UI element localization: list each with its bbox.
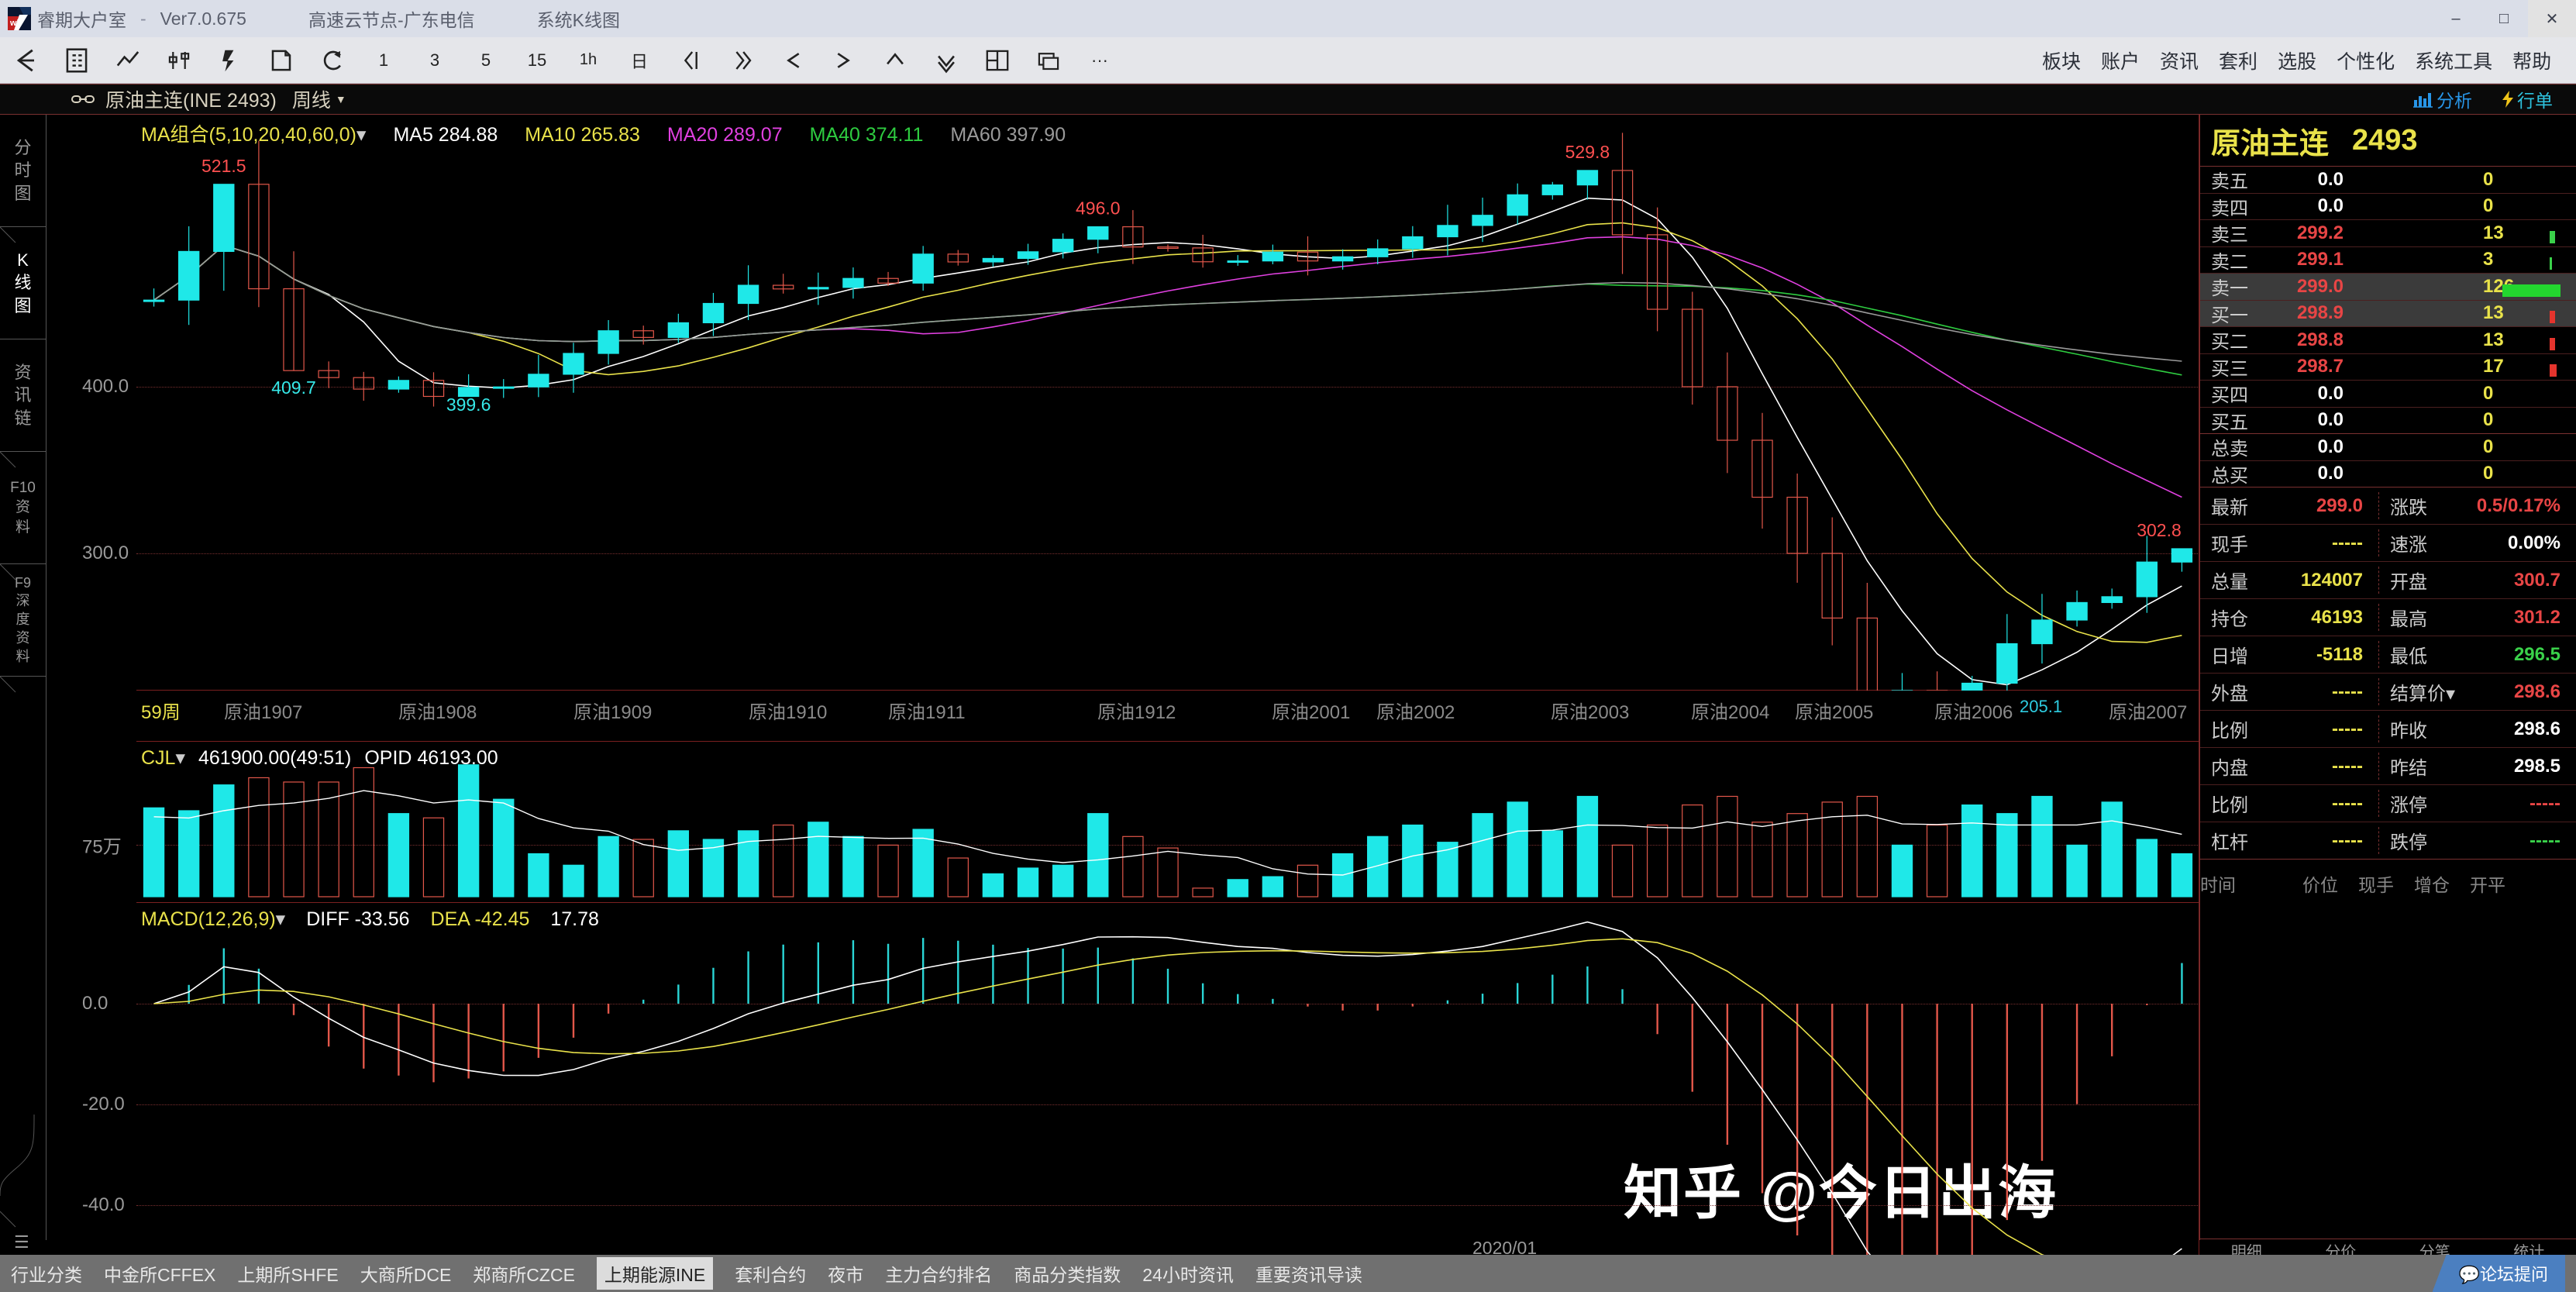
svg-text:wh: wh: [9, 19, 22, 28]
svg-text:302.8: 302.8: [2137, 520, 2182, 540]
svg-text:496.0: 496.0: [1076, 198, 1121, 219]
svg-text:521.5: 521.5: [201, 156, 246, 176]
svg-text:409.7: 409.7: [271, 377, 316, 398]
svg-text:399.6: 399.6: [446, 394, 491, 415]
svg-text:529.8: 529.8: [1565, 142, 1610, 162]
